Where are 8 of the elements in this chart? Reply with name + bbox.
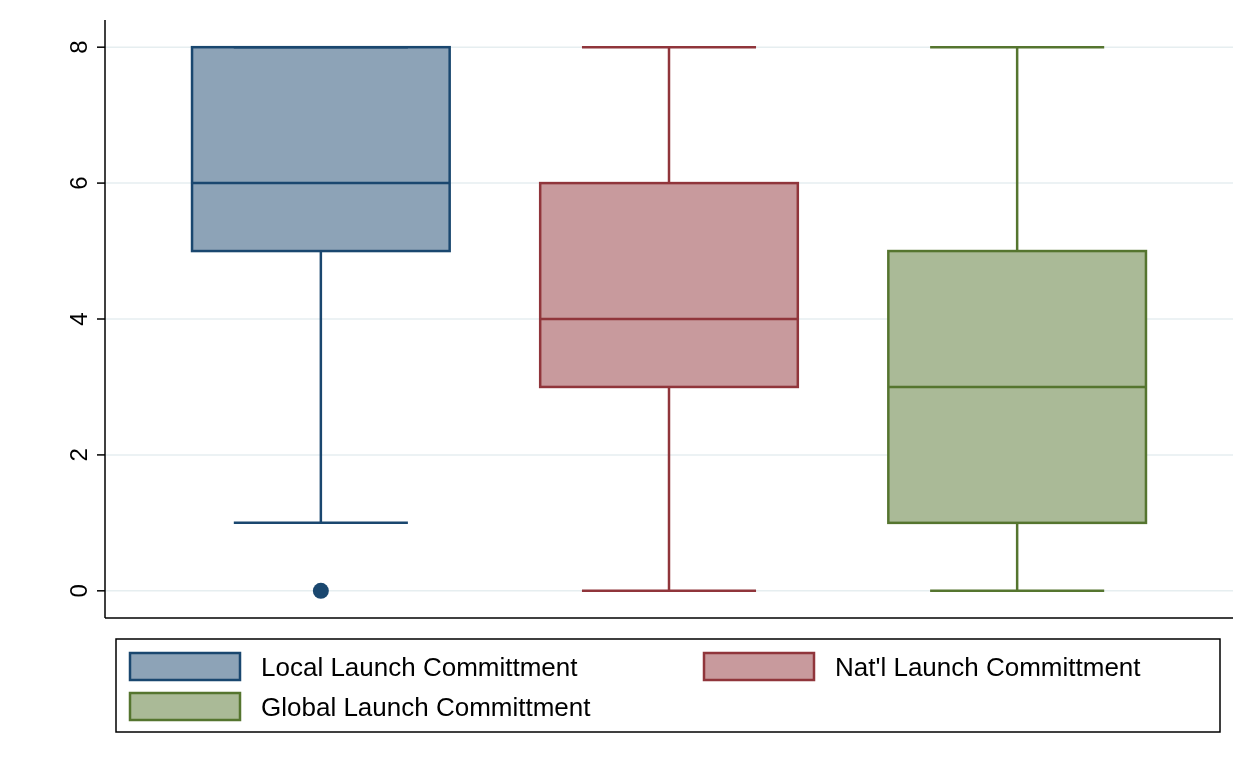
y-tick-label: 4 (65, 312, 92, 326)
y-tick-label: 6 (65, 176, 92, 190)
legend-label: Nat'l Launch Committment (835, 652, 1142, 682)
legend-label: Global Launch Committment (261, 692, 592, 722)
y-tick-label: 2 (65, 448, 92, 462)
y-tick-label: 0 (65, 584, 92, 598)
legend-label: Local Launch Committment (261, 652, 579, 682)
y-tick-label: 8 (65, 40, 92, 54)
